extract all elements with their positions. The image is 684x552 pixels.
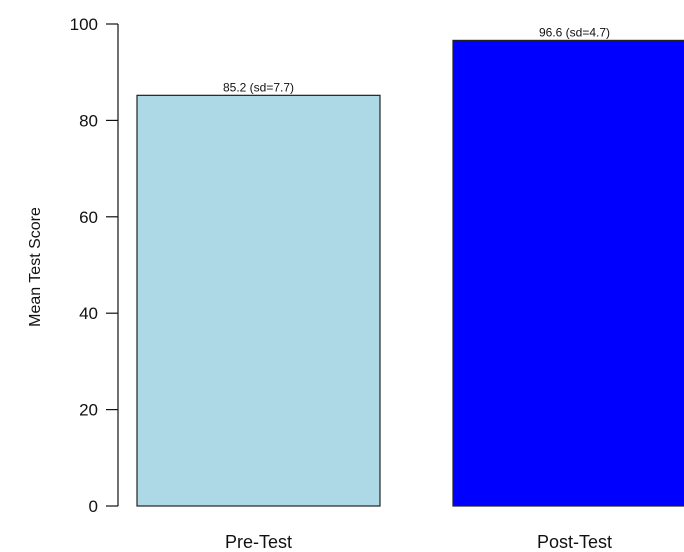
- y-tick-label: 40: [79, 304, 98, 323]
- y-axis-title: Mean Test Score: [27, 207, 44, 327]
- y-tick-label: 20: [79, 401, 98, 420]
- data-label: 96.6 (sd=4.7): [539, 25, 610, 39]
- category-label: Pre-Test: [225, 532, 292, 552]
- bar-pre-test: [136, 94, 381, 507]
- y-tick-label: 60: [79, 208, 98, 227]
- data-label: 85.2 (sd=7.7): [223, 80, 294, 94]
- bar-post-test: [452, 39, 684, 507]
- y-tick-label: 0: [89, 497, 98, 516]
- y-tick-label: 80: [79, 111, 98, 130]
- y-tick-label: 100: [70, 15, 98, 34]
- y-axis-ticks: 0 20 40 60 80 100: [70, 15, 118, 516]
- bars-group: 85.2 (sd=7.7) Pre-Test 96.6 (sd=4.7) Post-T…: [136, 25, 684, 552]
- category-label: Post-Test: [537, 532, 612, 552]
